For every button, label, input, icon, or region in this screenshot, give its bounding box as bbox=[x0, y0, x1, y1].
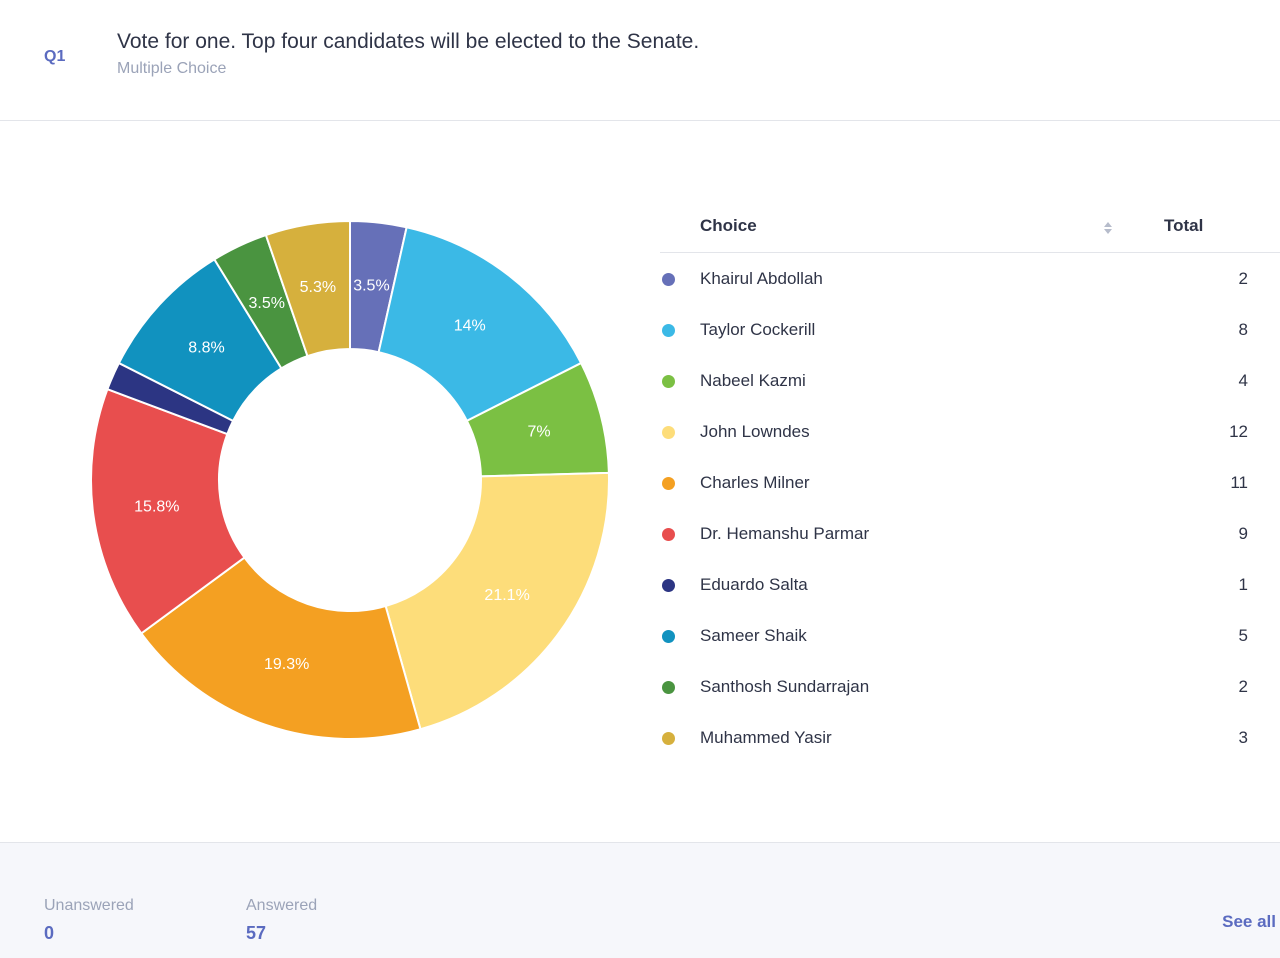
choice-total: 11 bbox=[1230, 473, 1248, 492]
legend-dot-icon bbox=[662, 579, 675, 592]
table-row: Taylor Cockerill 8 bbox=[660, 304, 1280, 355]
results-table: Choice Total Khairul Abdollah 2 Taylor Coc… bbox=[660, 200, 1280, 763]
choice-label: Eduardo Salta bbox=[700, 575, 808, 594]
legend-dot-icon bbox=[662, 681, 675, 694]
see-all-link[interactable]: See all bbox=[1222, 912, 1276, 931]
slice-label-khairul-abdollah: 3.5% bbox=[353, 278, 389, 295]
legend-dot-icon bbox=[662, 477, 675, 490]
choice-total: 8 bbox=[1238, 320, 1248, 339]
choice-column-header: Choice bbox=[700, 216, 757, 235]
table-row: Muhammed Yasir 3 bbox=[660, 712, 1280, 763]
legend-dot-icon bbox=[662, 375, 675, 388]
slice-taylor-cockerill[interactable] bbox=[377, 226, 583, 423]
results-table-header: Choice Total bbox=[660, 200, 1280, 253]
results-table-body: Khairul Abdollah 2 Taylor Cockerill 8 Nabeel… bbox=[660, 253, 1280, 763]
table-row: Dr. Hemanshu Parmar 9 bbox=[660, 508, 1280, 559]
choice-label: Charles Milner bbox=[700, 473, 810, 492]
choice-total: 3 bbox=[1238, 728, 1248, 747]
choice-total: 2 bbox=[1238, 269, 1248, 288]
table-row: Santhosh Sundarrajan 2 bbox=[660, 661, 1280, 712]
legend-dot-icon bbox=[662, 732, 675, 745]
question-header: Q1 Vote for one. Top four candidates wil… bbox=[0, 0, 1280, 121]
table-row: Charles Milner 11 bbox=[660, 457, 1280, 508]
legend-dot-icon bbox=[662, 324, 675, 337]
choice-total: 4 bbox=[1238, 371, 1248, 390]
table-row: Sameer Shaik 5 bbox=[660, 610, 1280, 661]
choice-label: Khairul Abdollah bbox=[700, 269, 823, 288]
donut-chart-svg: 3.5% 14% 7% 21.1% 19.3% 15.8% 8.8% 3.5% 5.3% bbox=[90, 219, 610, 740]
choice-label: Nabeel Kazmi bbox=[700, 371, 806, 390]
slice-label-dr-hemanshu-parmar: 15.8% bbox=[134, 498, 179, 515]
choice-label: Taylor Cockerill bbox=[700, 320, 816, 339]
choice-label: Dr. Hemanshu Parmar bbox=[700, 524, 870, 543]
question-number: Q1 bbox=[44, 48, 66, 65]
unanswered-stat: Unanswered 0 bbox=[44, 897, 134, 944]
answered-stat: Answered 57 bbox=[246, 897, 317, 944]
slice-muhammed-yasir[interactable] bbox=[264, 219, 351, 358]
table-row: John Lowndes 12 bbox=[660, 406, 1280, 457]
slice-label-nabeel-kazmi: 7% bbox=[527, 424, 550, 441]
answered-value: 57 bbox=[246, 923, 267, 943]
legend-dot-icon bbox=[662, 630, 675, 643]
unanswered-label: Unanswered bbox=[44, 897, 134, 914]
choice-label: John Lowndes bbox=[700, 422, 810, 441]
answered-label: Answered bbox=[246, 897, 318, 914]
choice-total: 1 bbox=[1238, 575, 1248, 594]
table-row: Khairul Abdollah 2 bbox=[660, 253, 1280, 304]
slice-label-santhosh-sundarrajan: 3.5% bbox=[249, 295, 285, 312]
legend-dot-icon bbox=[662, 528, 675, 541]
choice-total: 9 bbox=[1238, 524, 1248, 543]
choice-label: Muhammed Yasir bbox=[700, 728, 832, 747]
choice-label: Sameer Shaik bbox=[700, 626, 807, 645]
total-column-header: Total bbox=[1164, 216, 1204, 235]
choice-total: 5 bbox=[1238, 626, 1248, 645]
table-row: Nabeel Kazmi 4 bbox=[660, 355, 1280, 406]
slice-label-john-lowndes: 21.1% bbox=[484, 587, 529, 604]
choice-label: Santhosh Sundarrajan bbox=[700, 677, 870, 696]
choice-total: 2 bbox=[1238, 677, 1248, 696]
table-row: Eduardo Salta 1 bbox=[660, 559, 1280, 610]
slice-label-sameer-shaik: 8.8% bbox=[188, 339, 224, 356]
sort-icon[interactable] bbox=[1103, 220, 1113, 236]
donut-chart: 3.5% 14% 7% 21.1% 19.3% 15.8% 8.8% 3.5% 5.3% bbox=[80, 210, 620, 750]
slice-label-charles-milner: 19.3% bbox=[264, 656, 309, 673]
slice-charles-milner[interactable] bbox=[139, 556, 422, 740]
legend-dot-icon bbox=[662, 426, 675, 439]
question-title: Vote for one. Top four candidates will b… bbox=[117, 30, 700, 53]
choice-total: 12 bbox=[1229, 422, 1248, 441]
legend-dot-icon bbox=[662, 273, 675, 286]
unanswered-value: 0 bbox=[44, 923, 55, 943]
slice-label-taylor-cockerill: 14% bbox=[454, 318, 486, 335]
slice-dr-hemanshu-parmar[interactable] bbox=[90, 387, 246, 635]
slice-label-muhammed-yasir: 5.3% bbox=[300, 279, 336, 296]
question-type: Multiple Choice bbox=[117, 60, 227, 77]
slice-john-lowndes[interactable] bbox=[384, 471, 610, 731]
summary-footer: Unanswered 0 Answered 57 See all bbox=[0, 842, 1280, 958]
